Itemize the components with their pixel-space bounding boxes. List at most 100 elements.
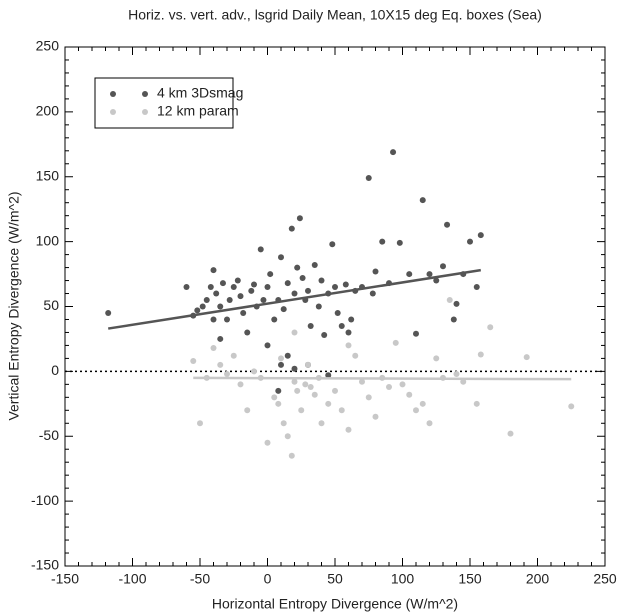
- point: [307, 383, 314, 390]
- point: [406, 391, 413, 398]
- point: [213, 290, 220, 297]
- point: [467, 238, 473, 245]
- point: [419, 197, 426, 204]
- point: [413, 407, 419, 414]
- x-tick-label: 100: [391, 571, 415, 587]
- x-tick-label: -100: [118, 571, 146, 587]
- point: [217, 361, 224, 368]
- point: [291, 378, 298, 385]
- point: [406, 271, 413, 278]
- point: [352, 352, 359, 359]
- point: [224, 370, 230, 377]
- point: [325, 372, 332, 379]
- point: [568, 403, 575, 410]
- point: [291, 329, 298, 336]
- point: [523, 354, 530, 361]
- legend-label: 4 km 3Dsmag: [157, 85, 243, 101]
- point: [298, 407, 305, 414]
- point: [210, 316, 217, 323]
- point: [203, 297, 210, 304]
- point: [260, 297, 267, 304]
- point: [194, 307, 201, 314]
- point: [305, 361, 311, 368]
- point: [267, 271, 274, 278]
- point: [315, 303, 322, 310]
- point: [207, 284, 214, 291]
- point: [342, 281, 349, 288]
- legend-marker: [110, 91, 116, 97]
- point: [372, 413, 379, 420]
- point: [318, 277, 325, 284]
- x-tick-label: 250: [593, 571, 617, 587]
- point: [332, 284, 338, 291]
- point: [379, 238, 386, 245]
- point: [433, 277, 440, 284]
- y-tick-label: -150: [31, 557, 59, 573]
- point: [329, 241, 336, 248]
- y-tick-label: 150: [36, 167, 60, 183]
- point: [365, 175, 372, 182]
- y-tick-label: 250: [36, 38, 60, 54]
- point: [392, 339, 399, 346]
- point: [338, 407, 345, 414]
- x-tick-label: -50: [190, 571, 210, 587]
- point: [197, 420, 203, 427]
- point: [307, 322, 314, 329]
- point: [244, 329, 251, 336]
- point: [390, 149, 397, 156]
- trend-line: [108, 268, 481, 330]
- point: [444, 221, 451, 228]
- point: [210, 345, 217, 352]
- x-tick-label: 50: [327, 571, 343, 587]
- point: [219, 280, 226, 287]
- y-tick-label: 0: [51, 362, 59, 378]
- point: [477, 232, 484, 239]
- x-axis-label: Horizontal Entropy Divergence (W/m^2): [212, 596, 458, 612]
- point: [251, 368, 257, 375]
- point: [248, 287, 255, 294]
- point: [284, 433, 291, 440]
- point: [359, 378, 365, 385]
- point: [477, 351, 484, 358]
- point: [278, 355, 284, 362]
- point: [244, 407, 251, 414]
- legend-marker: [110, 109, 116, 115]
- point: [278, 361, 284, 368]
- point: [305, 287, 311, 294]
- point: [426, 271, 433, 278]
- point: [230, 352, 237, 359]
- point: [396, 239, 403, 246]
- point: [345, 329, 352, 336]
- point: [460, 378, 467, 385]
- point: [271, 316, 278, 323]
- point: [230, 284, 237, 291]
- point: [487, 324, 494, 331]
- point: [217, 335, 224, 342]
- point: [372, 268, 379, 275]
- y-tick-label: 200: [36, 103, 60, 119]
- point: [234, 277, 241, 284]
- point: [334, 309, 341, 316]
- point: [433, 355, 440, 362]
- point: [294, 264, 301, 271]
- point: [264, 342, 271, 349]
- point: [280, 420, 287, 427]
- point: [271, 394, 278, 401]
- point: [199, 303, 206, 310]
- y-tick-label: -100: [31, 492, 59, 508]
- point: [288, 452, 295, 459]
- point: [413, 330, 419, 337]
- point: [348, 316, 355, 323]
- point: [386, 383, 392, 390]
- point: [284, 352, 291, 359]
- point: [325, 400, 332, 407]
- trend-line: [193, 376, 572, 381]
- point: [280, 306, 287, 313]
- point: [294, 387, 301, 394]
- legend-box: [94, 77, 234, 129]
- y-tick-label: -50: [39, 427, 59, 443]
- point: [440, 263, 446, 270]
- point: [302, 381, 309, 388]
- point: [450, 316, 457, 323]
- point: [399, 381, 406, 388]
